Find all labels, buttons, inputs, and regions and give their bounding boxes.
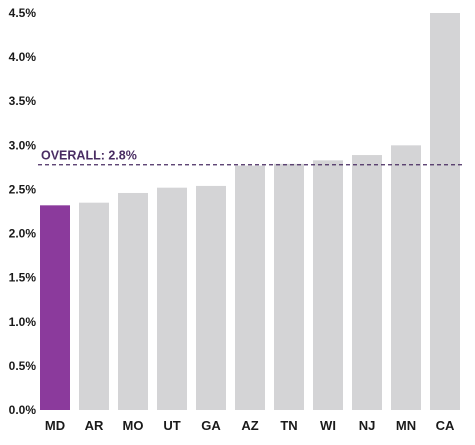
y-tick-label: 3.5% (9, 94, 37, 108)
y-tick-label: 4.0% (9, 50, 37, 64)
x-tick-label-md: MD (45, 418, 65, 433)
x-axis-category-labels: MD AR MO UT GA AZ TN WI NJ MN CA (45, 418, 455, 433)
bar-ar (79, 202, 109, 410)
bar-ca (430, 13, 460, 410)
bar-az (235, 165, 265, 410)
x-tick-label-mn: MN (396, 418, 416, 433)
bar-tn (274, 163, 304, 410)
y-tick-label: 2.5% (9, 182, 37, 196)
x-tick-label-ut: UT (163, 418, 180, 433)
x-tick-label-az: AZ (241, 418, 258, 433)
y-tick-label: 1.5% (9, 271, 37, 285)
bar-mn (391, 145, 421, 411)
overall-reference-label: OVERALL: 2.8% (41, 149, 137, 163)
y-tick-label: 2.0% (9, 227, 37, 241)
y-tick-label: 0.0% (9, 403, 37, 417)
bar-md (40, 205, 70, 410)
y-tick-label: 3.0% (9, 138, 37, 152)
bar-nj (352, 155, 382, 410)
bar-ga (196, 185, 226, 410)
bar-ut (157, 187, 187, 410)
x-tick-label-wi: WI (320, 418, 336, 433)
x-tick-label-ga: GA (201, 418, 221, 433)
x-tick-label-tn: TN (280, 418, 297, 433)
bars-group (40, 13, 460, 411)
bar-mo (118, 192, 148, 410)
y-axis-tick-labels: 0.0% 0.5% 1.0% 1.5% 2.0% 2.5% 3.0% 3.5% 4.0% 4.5% (9, 6, 37, 417)
bar-wi (313, 160, 343, 410)
x-tick-label-ar: AR (85, 418, 104, 433)
y-tick-label: 4.5% (9, 6, 37, 20)
x-tick-label-mo: MO (123, 418, 144, 433)
y-tick-label: 0.5% (9, 359, 37, 373)
x-tick-label-nj: NJ (359, 418, 376, 433)
y-tick-label: 1.0% (9, 315, 37, 329)
x-tick-label-ca: CA (436, 418, 455, 433)
